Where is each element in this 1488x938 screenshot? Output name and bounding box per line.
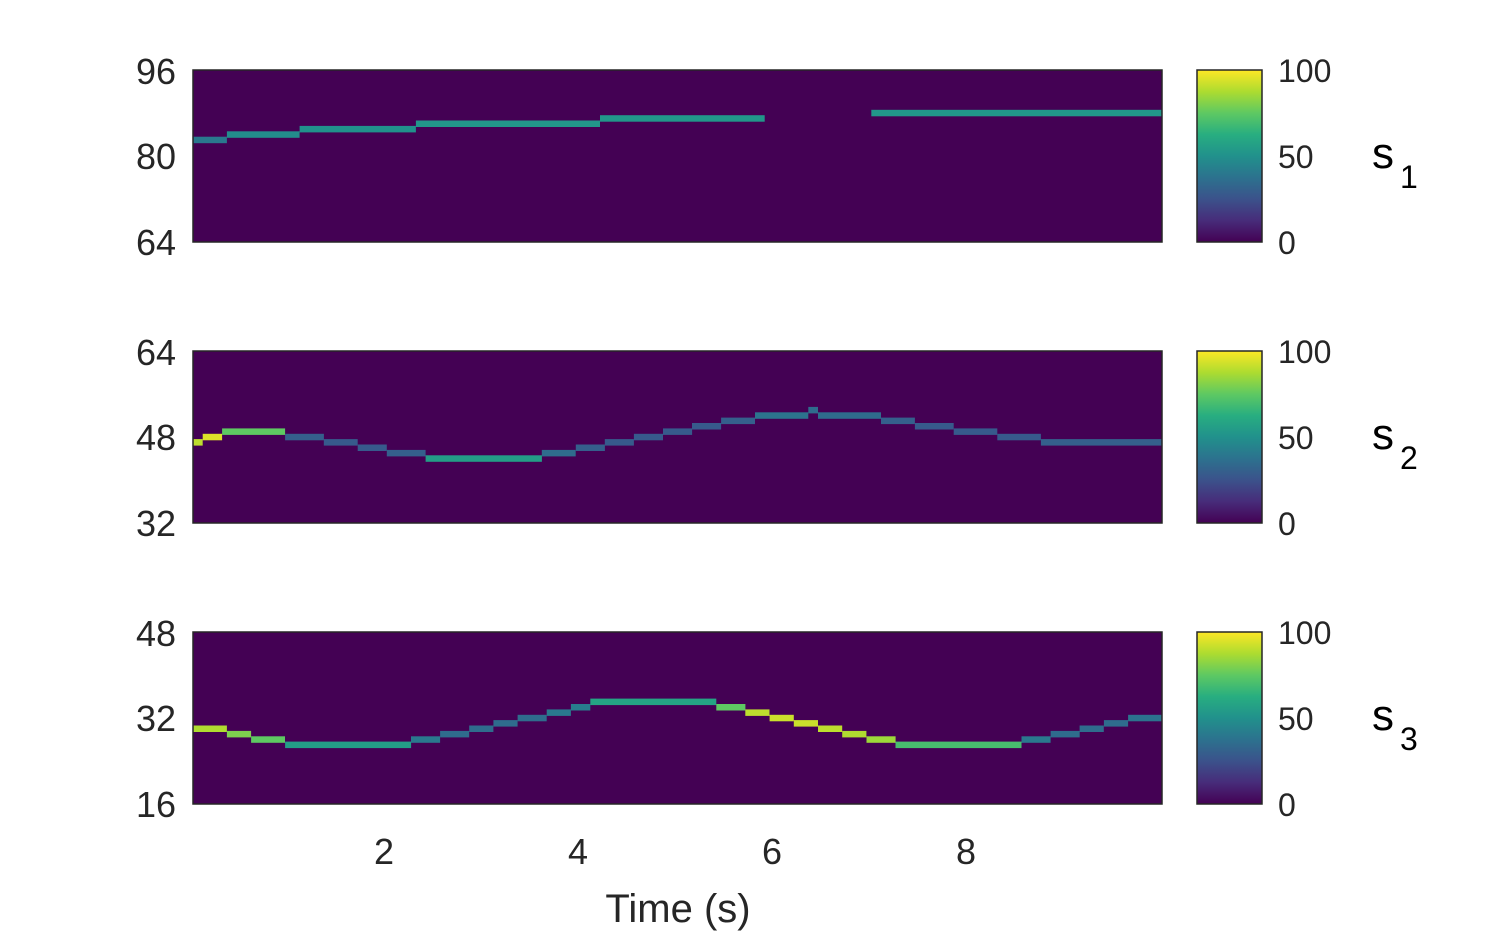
x-tick-label: 2 [374, 831, 394, 872]
colorbar-tick-label: 100 [1278, 53, 1331, 89]
colorbar [1196, 69, 1263, 243]
heatmap-segment [440, 730, 470, 738]
heatmap-segment [323, 439, 358, 446]
y-tick-label: 48 [136, 417, 176, 458]
heatmap-segment [663, 428, 693, 435]
y-tick-label: 32 [136, 503, 176, 544]
heatmap-segment [425, 455, 542, 462]
x-axis-label: Time (s) [605, 887, 750, 931]
heatmap-background [193, 70, 1162, 242]
colorbar-tick-label: 50 [1278, 420, 1314, 456]
heatmap-segment [1103, 720, 1129, 727]
heatmap-segment [604, 439, 634, 446]
heatmap-segment [745, 709, 770, 716]
heatmap-segment [226, 730, 252, 738]
heatmap-segment [575, 444, 605, 451]
heatmap-background [193, 632, 1162, 804]
heatmap-segment [755, 412, 809, 419]
axes-frame [192, 69, 1163, 243]
heatmap-segment [415, 120, 600, 127]
heatmap-segment [193, 439, 203, 446]
heatmap-segment [997, 433, 1041, 441]
x-tick-label: 6 [762, 831, 782, 872]
series-label: s [1372, 410, 1394, 459]
heatmap-segment [1040, 439, 1162, 446]
heatmap-segment [493, 720, 518, 727]
heatmap-segment [222, 428, 286, 435]
heatmap-segment [871, 109, 1162, 117]
y-tick-label: 48 [136, 613, 176, 654]
heatmap-segment [357, 444, 387, 451]
series-label-subscript: 1 [1400, 159, 1418, 195]
heatmap-segment [469, 725, 494, 732]
heatmap-segment [895, 741, 1022, 749]
heatmap-segment [1021, 736, 1051, 743]
y-tick-label: 96 [136, 51, 176, 92]
heatmap-segment [411, 736, 441, 743]
heatmap-segment [721, 417, 755, 425]
series-label: s [1372, 129, 1394, 178]
heatmap-segment [299, 125, 416, 133]
panel-s3: 48 32 16 100 50 0 s 3 [136, 613, 1418, 825]
colorbar [1196, 631, 1263, 805]
colorbar-tick-label: 50 [1278, 139, 1314, 175]
series-label: s [1372, 691, 1394, 740]
colorbar [1196, 350, 1263, 524]
heatmap-segment [692, 423, 722, 430]
heatmap-segment [818, 412, 881, 419]
heatmap-segment [386, 449, 426, 457]
heatmap-segment [193, 725, 227, 732]
heatmap-segment [866, 736, 896, 743]
axes-frame [192, 631, 1163, 805]
x-axis: 2 4 6 8 Time (s) [374, 831, 976, 931]
y-tick-label: 64 [136, 222, 176, 263]
heatmap-segment [251, 736, 285, 743]
colorbar-tick-label: 100 [1278, 615, 1331, 651]
heatmap-segment [600, 115, 765, 122]
heatmap-segment [716, 704, 746, 711]
heatmap-segment [517, 714, 547, 722]
axes-frame [192, 350, 1163, 524]
heatmap-segment [914, 423, 954, 430]
heatmap-segment [818, 725, 843, 732]
x-tick-label: 4 [568, 831, 588, 872]
heatmap-segment [953, 428, 998, 435]
heatmap-segment [793, 720, 818, 727]
y-tick-label: 32 [136, 698, 176, 739]
colorbar-tick-label: 0 [1278, 787, 1296, 823]
y-tick-label: 64 [136, 332, 176, 373]
panel-s2: 64 48 32 100 50 0 s 2 [136, 332, 1418, 544]
series-label-subscript: 3 [1400, 721, 1418, 757]
heatmap-segment [881, 417, 915, 425]
series-label-subscript: 2 [1400, 440, 1418, 476]
colorbar-tick-label: 50 [1278, 701, 1314, 737]
heatmap-segment [193, 136, 227, 144]
heatmap-segment [285, 741, 412, 749]
heatmap-segment [769, 714, 794, 722]
heatmap-segment [546, 709, 571, 716]
colorbar-tick-label: 100 [1278, 334, 1331, 370]
y-tick-label: 80 [136, 136, 176, 177]
heatmap-segment [570, 704, 591, 711]
heatmap-segment [202, 433, 223, 441]
heatmap-segment [590, 698, 717, 706]
colorbar-tick-label: 0 [1278, 225, 1296, 261]
y-tick-label: 16 [136, 784, 176, 825]
heatmap-segment [808, 406, 818, 414]
x-tick-label: 8 [956, 831, 976, 872]
heatmap-segment [842, 730, 867, 738]
heatmap-segment [633, 433, 663, 441]
heatmap-segment [1050, 730, 1080, 738]
panel-s1: 96 80 64 100 50 0 s 1 [136, 51, 1418, 263]
heatmap-segment [1128, 714, 1162, 722]
colorbar-tick-label: 0 [1278, 506, 1296, 542]
heatmap-segment [285, 433, 324, 441]
heatmap-segment [541, 449, 576, 457]
heatmap-segment [1079, 725, 1104, 732]
heatmap-segment [226, 131, 300, 138]
